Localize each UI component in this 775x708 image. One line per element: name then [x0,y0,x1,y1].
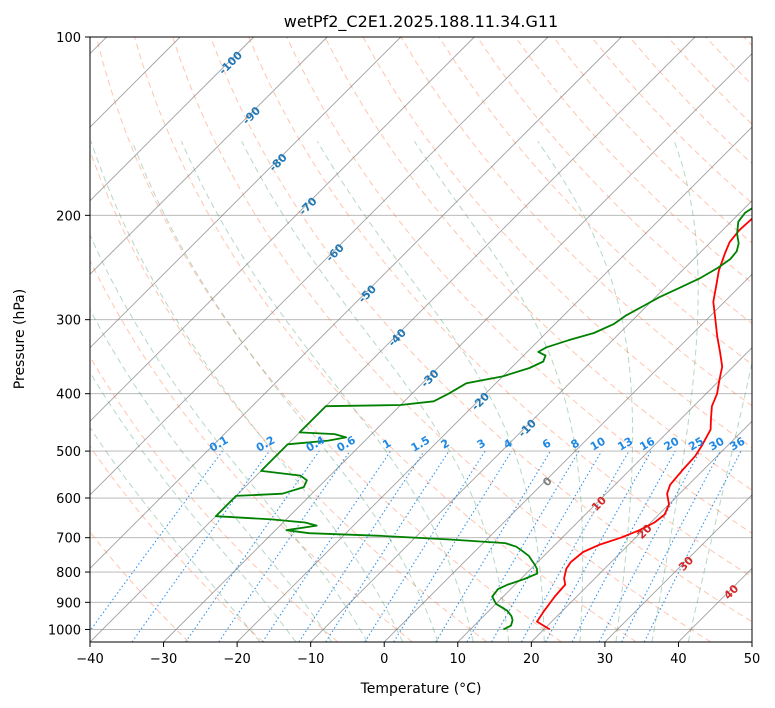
dry-adiabats [90,37,752,642]
mixing-ratio-line [643,450,742,642]
mixing-ratio-line [185,450,320,642]
mixing-ratio-line [393,450,513,642]
moist-adiabat-line [90,308,333,642]
x-tick-label: 10 [450,652,467,667]
x-tick-label: −40 [76,652,103,667]
isotherm-line [310,200,752,642]
y-tick-label: 400 [56,388,81,403]
isotherm-line [90,37,475,422]
y-tick-label: 200 [56,209,81,224]
isotherm-line [457,347,752,642]
dry-adiabat-line [210,37,752,623]
dry-adiabat-line [90,259,413,642]
x-axis-label: Temperature (°C) [360,681,482,697]
moist-adiabat-line [651,141,699,642]
dry-adiabat-line [134,37,637,642]
x-tick-label: −20 [223,652,250,667]
isotherm-line [236,126,752,642]
dry-adiabat-line [90,445,264,642]
y-tick-label: 500 [56,445,81,460]
mixing-ratio-line [90,450,223,632]
x-tick-label: 30 [597,652,614,667]
y-tick-label: 600 [56,492,81,507]
mixing-ratio-line [325,450,450,642]
mixing-ratio-line [545,450,652,642]
isotherm-line [90,37,622,570]
x-tick-label: 20 [523,652,540,667]
mixing-ratio-line [521,450,630,642]
profiles [214,207,752,631]
isotherm-line [90,37,402,349]
plot-frame [89,36,753,643]
mixing-ratio-line [262,450,391,642]
mixing-ratio-line [298,450,425,642]
mixing-ratio-line [571,450,676,642]
y-axis-label: Pressure (hPa) [12,289,28,389]
dry-adiabat-line [95,37,562,642]
isotherm-line [163,52,752,642]
moist-adiabat-line [181,141,474,642]
mixing-ratio-lines [90,450,742,642]
x-tick-label: −10 [297,652,324,667]
isotherm-line [530,420,752,642]
dry-adiabat-line [324,37,752,491]
dry-adiabat-line [514,37,752,284]
plot-area: -100-90-80-70-60-50-40-30-20-10010203040… [90,37,752,642]
isotherm-line [90,37,328,275]
y-tick-label: 100 [56,31,81,46]
chart-title: wetPf2_C2E1.2025.188.11.34.G11 [284,12,558,32]
y-tick-label: 800 [56,566,81,581]
isotherm-line [604,494,752,642]
moist-adiabat-line [90,141,404,642]
dry-adiabat-line [172,37,712,642]
isotherm-line [90,37,549,496]
moist-adiabat-line [90,371,297,642]
y-tick-label: 900 [56,596,81,611]
dry-adiabat-line [90,355,339,642]
mixing-ratio-line [131,450,270,642]
dewpoint-profile [214,207,752,631]
y-tick-label: 700 [56,532,81,547]
moist-adiabat-line [413,141,584,642]
x-tick-label: 50 [744,652,761,667]
mixing-ratio-line [218,450,351,642]
x-tick-label: 0 [380,652,388,667]
moist-adiabat-line [131,141,439,642]
axis-ticks: −40 −30 −20 −10 0 10 20 30 40 50 100 200 300 400 500 60… [48,31,760,667]
x-tick-label: 40 [670,652,687,667]
moist-adiabat-line [90,426,261,642]
moist-adiabat-line [687,360,752,642]
moist-adiabat-line [537,141,634,642]
x-tick-label: −30 [150,652,177,667]
dry-adiabat-line [248,37,752,578]
isotherm-line [90,37,696,642]
isotherm-line [90,37,255,202]
y-tick-label: 1000 [48,623,81,638]
moist-adiabat-line [241,141,510,642]
dry-adiabat-line [286,37,752,534]
y-tick-label: 300 [56,314,81,329]
temperature-profile [536,217,752,631]
